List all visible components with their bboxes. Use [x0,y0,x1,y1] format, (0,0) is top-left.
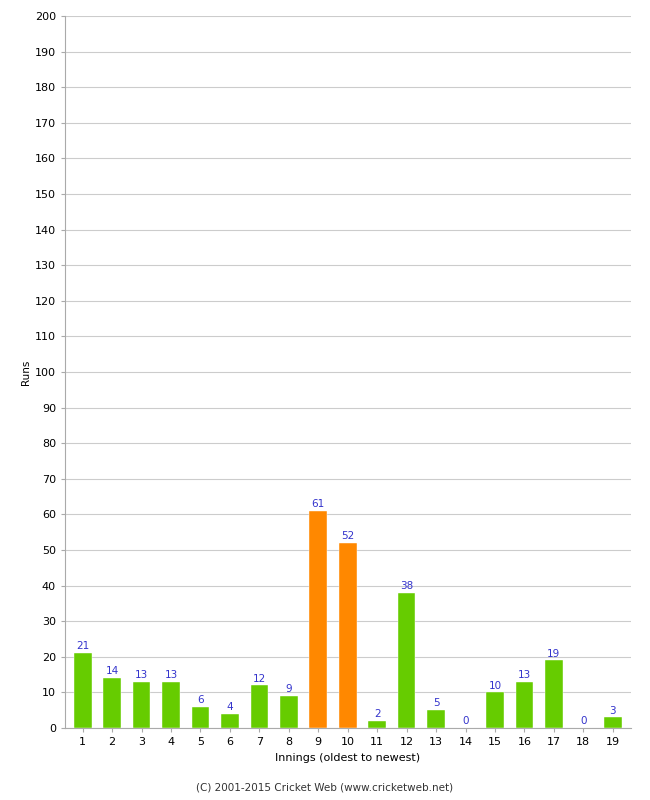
Bar [162,682,180,728]
Y-axis label: Runs: Runs [21,359,31,385]
Bar [309,511,327,728]
Text: 4: 4 [227,702,233,712]
Bar [604,718,621,728]
Bar [369,721,386,728]
Bar [280,696,298,728]
Bar [103,678,121,728]
Text: 0: 0 [462,716,469,726]
Text: 21: 21 [76,642,89,651]
Text: 2: 2 [374,709,380,719]
Text: 9: 9 [285,684,292,694]
Text: 19: 19 [547,649,560,658]
Bar [192,706,209,728]
Text: 52: 52 [341,531,354,541]
Bar [133,682,150,728]
X-axis label: Innings (oldest to newest): Innings (oldest to newest) [275,753,421,762]
Text: 3: 3 [610,706,616,715]
Bar [250,686,268,728]
Bar [427,710,445,728]
Bar [545,660,563,728]
Text: 13: 13 [135,670,148,680]
Text: 5: 5 [433,698,439,709]
Bar [74,654,92,728]
Text: 38: 38 [400,581,413,591]
Text: 12: 12 [253,674,266,683]
Bar [339,543,357,728]
Text: 0: 0 [580,716,586,726]
Text: 6: 6 [197,695,204,705]
Text: 13: 13 [164,670,177,680]
Bar [515,682,533,728]
Text: 13: 13 [518,670,531,680]
Text: 10: 10 [488,681,502,690]
Text: 61: 61 [311,499,325,509]
Bar [221,714,239,728]
Bar [486,693,504,728]
Text: (C) 2001-2015 Cricket Web (www.cricketweb.net): (C) 2001-2015 Cricket Web (www.cricketwe… [196,782,454,792]
Text: 14: 14 [105,666,119,676]
Bar [398,593,415,728]
